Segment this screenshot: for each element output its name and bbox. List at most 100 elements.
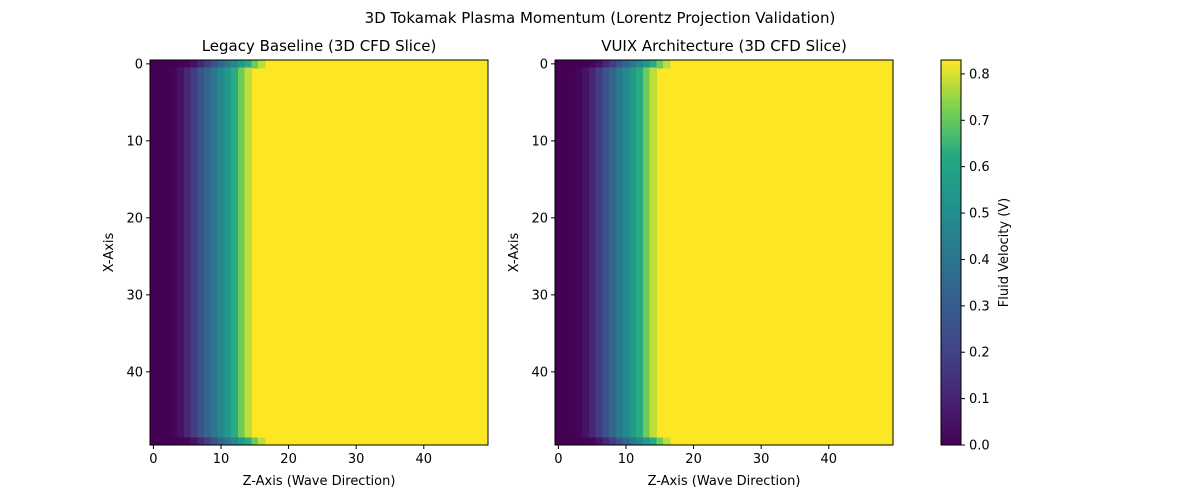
heatmap-cell (217, 437, 225, 446)
heatmap-cell (609, 237, 617, 246)
heatmap-cell (609, 113, 617, 123)
figure-title: 3D Tokamak Plasma Momentum (Lorentz Proj… (365, 9, 836, 27)
heatmap-cell (615, 144, 624, 153)
heatmap-cell (156, 429, 165, 438)
heatmap-cell (150, 98, 158, 107)
heatmap-cell (588, 129, 597, 138)
heatmap-cell (555, 267, 563, 277)
heatmap-cell (197, 137, 205, 146)
heatmap-cell (588, 368, 597, 377)
heatmap-cell (615, 298, 624, 307)
heatmap-cell (629, 67, 637, 76)
heatmap-cell (609, 144, 617, 153)
colorbar-step (941, 396, 961, 401)
heatmap-cell (609, 375, 617, 384)
heatmap-cell (649, 360, 657, 369)
heatmap-cell (231, 298, 239, 307)
heatmap-cell (224, 206, 232, 215)
heatmap-cell (197, 214, 205, 223)
heatmap-cell (190, 113, 198, 123)
colorbar-step (941, 186, 961, 190)
heatmap-cell (615, 160, 624, 169)
heatmap-cell (629, 229, 637, 238)
heatmap-cell (150, 398, 158, 408)
heatmap-cell (170, 352, 178, 361)
heatmap-cell (575, 121, 583, 130)
heatmap-cell (197, 368, 205, 377)
heatmap-cell (224, 221, 232, 230)
heatmap-cell (170, 198, 178, 207)
heatmap-cell (609, 283, 617, 292)
heatmap-cell (210, 375, 219, 384)
heatmap-cell (156, 144, 165, 153)
heatmap-cell (649, 198, 657, 207)
heatmap-cell (609, 190, 617, 200)
heatmap-cell (622, 121, 630, 130)
heatmap-cell (177, 113, 185, 123)
heatmap-cell (210, 75, 219, 84)
heatmap-cell (244, 152, 252, 161)
heatmap-cell (642, 198, 651, 207)
heatmap-cell (163, 329, 171, 338)
heatmap-cell (629, 291, 637, 300)
heatmap-cell (156, 314, 165, 323)
heatmap-cell (183, 98, 192, 107)
heatmap-cell (642, 252, 651, 261)
heatmap-cell (150, 291, 158, 300)
heatmap-cell (210, 298, 219, 307)
heatmap-cell (197, 421, 205, 431)
colorbar-step (941, 249, 961, 254)
heatmap-cell (642, 160, 651, 169)
heatmap-cell (595, 83, 603, 92)
heatmap-cell (217, 98, 225, 107)
heatmap-cell (582, 352, 590, 361)
heatmap-cell (197, 321, 205, 331)
heatmap-cell (575, 383, 583, 392)
heatmap-cell (602, 160, 610, 169)
heatmap-cell (231, 391, 239, 400)
heatmap-cell (163, 344, 171, 354)
heatmap-cell (150, 214, 158, 223)
heatmap-cell (210, 306, 219, 315)
heatmap-cell (602, 206, 610, 215)
heatmap-cell (622, 183, 630, 192)
heatmap-cell (177, 398, 185, 408)
heatmap-cell (649, 244, 657, 254)
heatmap-cell (588, 244, 597, 254)
heatmap-cell (231, 121, 239, 130)
colorbar-step (941, 330, 961, 335)
colorbar-step (941, 336, 961, 341)
heatmap-cell (575, 398, 583, 408)
colorbar-step (941, 105, 961, 109)
heatmap-cell (163, 190, 171, 200)
heatmap-cell (595, 221, 603, 230)
x-tick-label: 20 (685, 452, 702, 467)
heatmap-cell (210, 137, 219, 146)
heatmap-cell (595, 106, 603, 115)
heatmap-cell (190, 375, 198, 384)
heatmap-cell (244, 437, 252, 446)
heatmap-cell (636, 113, 644, 123)
colorbar-step (941, 252, 961, 257)
heatmap-cell (561, 344, 570, 354)
colorbar-step (941, 267, 961, 272)
heatmap-cell (561, 60, 570, 69)
heatmap-cell (615, 67, 624, 76)
heatmap-cell (163, 98, 171, 107)
heatmap-cell (177, 360, 185, 369)
heatmap-cell (183, 291, 192, 300)
heatmap-cell (568, 306, 576, 315)
heatmap-cell (622, 129, 630, 138)
heatmap-cell (150, 229, 158, 238)
heatmap-cell (197, 98, 205, 107)
heatmap-cell (568, 137, 576, 146)
heatmap-cell (231, 375, 239, 384)
heatmap-cell (177, 383, 185, 392)
heatmap-cell (190, 129, 198, 138)
heatmap-cell (555, 352, 563, 361)
heatmap-cell (150, 60, 158, 69)
heatmap-cell (575, 160, 583, 169)
colorbar-step (941, 276, 961, 281)
heatmap-cell (244, 229, 252, 238)
heatmap-cell (150, 414, 158, 423)
